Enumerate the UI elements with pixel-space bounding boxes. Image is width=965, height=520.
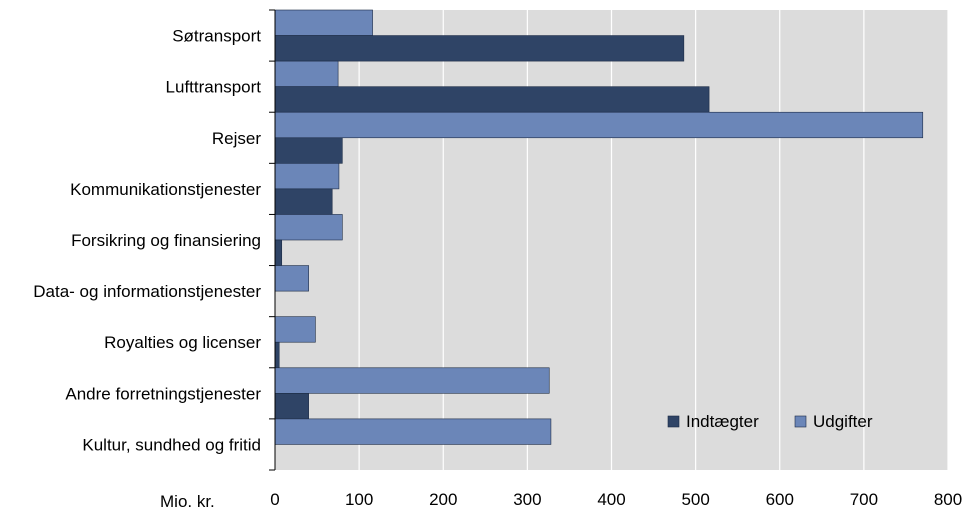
x-tick-label: 600 bbox=[766, 490, 794, 509]
bar-udgifter bbox=[274, 418, 552, 445]
bar-udgifter bbox=[274, 367, 550, 394]
x-tick-label: 500 bbox=[681, 490, 709, 509]
legend-label: Udgifter bbox=[813, 412, 873, 431]
x-tick-label: 800 bbox=[934, 490, 962, 509]
x-tick-label: 700 bbox=[850, 490, 878, 509]
category-label: Royalties og licenser bbox=[104, 333, 261, 352]
x-axis-unit-label: Mio. kr. bbox=[160, 492, 215, 511]
x-tick-label: 400 bbox=[597, 490, 625, 509]
bar-udgifter bbox=[274, 265, 309, 292]
bar-indtaegter bbox=[274, 393, 309, 420]
category-label: Andre forretningstjenester bbox=[65, 384, 261, 403]
bar-indtaegter bbox=[274, 239, 283, 266]
legend-label: Indtægter bbox=[686, 412, 759, 431]
bar-udgifter bbox=[274, 9, 373, 36]
x-tick-label: 100 bbox=[345, 490, 373, 509]
category-label: Kultur, sundhed og fritid bbox=[82, 435, 261, 454]
x-tick-labels: 0 100 200 300 400 500 600 700 800 bbox=[270, 490, 962, 509]
bar-indtaegter bbox=[274, 137, 343, 164]
category-label: Forsikring og finansiering bbox=[71, 231, 261, 250]
legend: Indtægter Udgifter bbox=[667, 412, 873, 431]
x-tick-label: 300 bbox=[513, 490, 541, 509]
bar-indtaegter bbox=[274, 341, 280, 369]
legend-swatch bbox=[667, 415, 680, 428]
category-label: Søtransport bbox=[172, 27, 261, 46]
axes bbox=[269, 9, 276, 471]
bar-indtaegter bbox=[274, 86, 710, 113]
legend-swatch bbox=[794, 415, 807, 428]
category-labels: Søtransport Lufttransport Rejser Kommunikat… bbox=[33, 27, 261, 455]
bar-indtaegter bbox=[274, 188, 333, 215]
category-label: Rejser bbox=[212, 129, 261, 148]
bar-udgifter bbox=[274, 60, 339, 87]
x-tick-label: 200 bbox=[429, 490, 457, 509]
category-label: Lufttransport bbox=[166, 78, 262, 97]
bar-udgifter bbox=[274, 111, 924, 139]
bar-udgifter bbox=[274, 163, 340, 190]
bar-indtaegter bbox=[274, 35, 685, 62]
bar-udgifter bbox=[274, 316, 316, 343]
bars bbox=[274, 9, 924, 445]
x-tick-label: 0 bbox=[270, 490, 279, 509]
bar-udgifter bbox=[274, 214, 343, 241]
category-label: Kommunikationstjenester bbox=[70, 180, 261, 199]
category-label: Data- og informationstjenester bbox=[33, 282, 261, 301]
